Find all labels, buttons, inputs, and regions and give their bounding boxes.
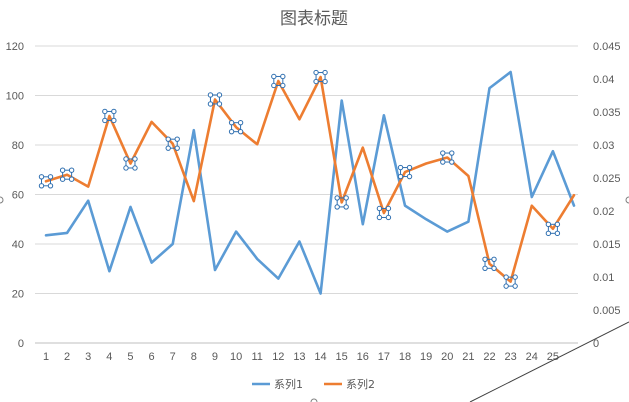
x-tick-label: 9 [212,351,218,363]
selected-point-marker[interactable] [271,73,286,89]
selected-point-marker[interactable] [334,195,349,210]
x-tick-label: 2 [64,351,70,363]
y-left-tick-label: 120 [6,41,24,53]
x-axis: 1 2 3 4 5 6 7 8 9 10 11 12 13 14 15 16 17 18 19 20 21 22 23 24 2… [43,351,559,363]
y-right-tick-label: 0.025 [593,173,621,185]
selected-point-marker[interactable] [123,156,138,171]
selected-point-marker[interactable] [482,256,497,271]
selected-point-marker[interactable] [376,205,392,221]
y-right-tick-label: 0.005 [593,305,621,317]
x-tick-label: 3 [85,351,91,363]
selected-point-marker[interactable] [165,136,180,151]
x-tick-label: 21 [462,351,474,363]
y-axis-right: 0 0.005 0.01 0.015 0.02 0.025 0.03 0.035 0.04 0.0… [593,41,621,350]
x-tick-label: 25 [547,351,559,363]
legend: 系列1 系列2 [252,377,375,391]
y-left-tick-label: 20 [12,289,24,301]
selected-point-marker[interactable] [102,108,117,124]
x-tick-label: 15 [336,351,348,363]
legend-item-1[interactable]: 系列1 [252,377,303,391]
y-right-tick-label: 0.015 [593,239,621,251]
series-line-1[interactable] [44,70,576,295]
selected-point-marker[interactable] [38,174,54,189]
chart-title: 图表标题 [280,9,348,29]
y-left-tick-label: 40 [12,239,24,251]
selected-point-marker[interactable] [313,69,328,85]
selected-point-marker[interactable] [59,167,75,182]
x-tick-label: 17 [378,351,390,363]
resize-handle-left[interactable] [0,196,4,204]
y-left-tick-label: 0 [18,338,24,350]
x-tick-label: 16 [357,351,369,363]
selected-point-marker[interactable] [228,119,244,135]
x-tick-label: 1 [43,351,49,363]
selected-point-marker[interactable] [503,274,518,289]
x-tick-label: 7 [170,351,176,363]
y-axis-left: 0 20 40 60 80 100 120 [6,41,24,350]
x-tick-label: 13 [293,351,305,363]
x-tick-label: 8 [191,351,197,363]
point-markers[interactable] [38,69,561,289]
gridlines [35,45,578,344]
y-right-tick-label: 0.04 [593,74,614,86]
x-tick-label: 14 [314,351,326,363]
y-right-tick-label: 0.02 [593,206,614,218]
x-tick-label: 24 [526,351,538,363]
x-tick-label: 11 [251,351,262,363]
resize-handle-right[interactable] [625,196,629,204]
series-line-2[interactable] [44,75,576,283]
x-tick-label: 6 [149,351,155,363]
selected-point-marker[interactable] [397,164,413,180]
selected-point-marker[interactable] [545,221,561,237]
selected-point-marker[interactable] [207,92,223,107]
y-right-tick-label: 0 [593,338,599,350]
x-tick-label: 5 [127,351,133,363]
legend-label: 系列2 [346,377,375,391]
y-right-tick-label: 0.03 [593,140,614,152]
y-right-tick-label: 0.035 [593,107,621,119]
x-tick-label: 22 [483,351,495,363]
legend-item-2[interactable]: 系列2 [324,377,375,391]
x-tick-label: 4 [106,351,112,363]
legend-label: 系列1 [274,377,303,391]
y-right-tick-label: 0.01 [593,272,614,284]
x-tick-label: 19 [420,351,432,363]
resize-handle-line[interactable] [469,321,629,402]
y-right-tick-label: 0.045 [593,41,621,53]
x-tick-label: 12 [272,351,284,363]
x-tick-label: 23 [505,351,517,363]
y-left-tick-label: 100 [6,91,24,103]
resize-handle-bottom[interactable] [310,398,318,402]
x-tick-label: 10 [230,351,242,363]
y-left-tick-label: 80 [12,140,24,152]
x-tick-label: 20 [441,351,453,363]
selected-point-marker[interactable] [440,150,455,165]
y-left-tick-label: 60 [12,190,24,202]
x-tick-label: 18 [399,351,411,363]
